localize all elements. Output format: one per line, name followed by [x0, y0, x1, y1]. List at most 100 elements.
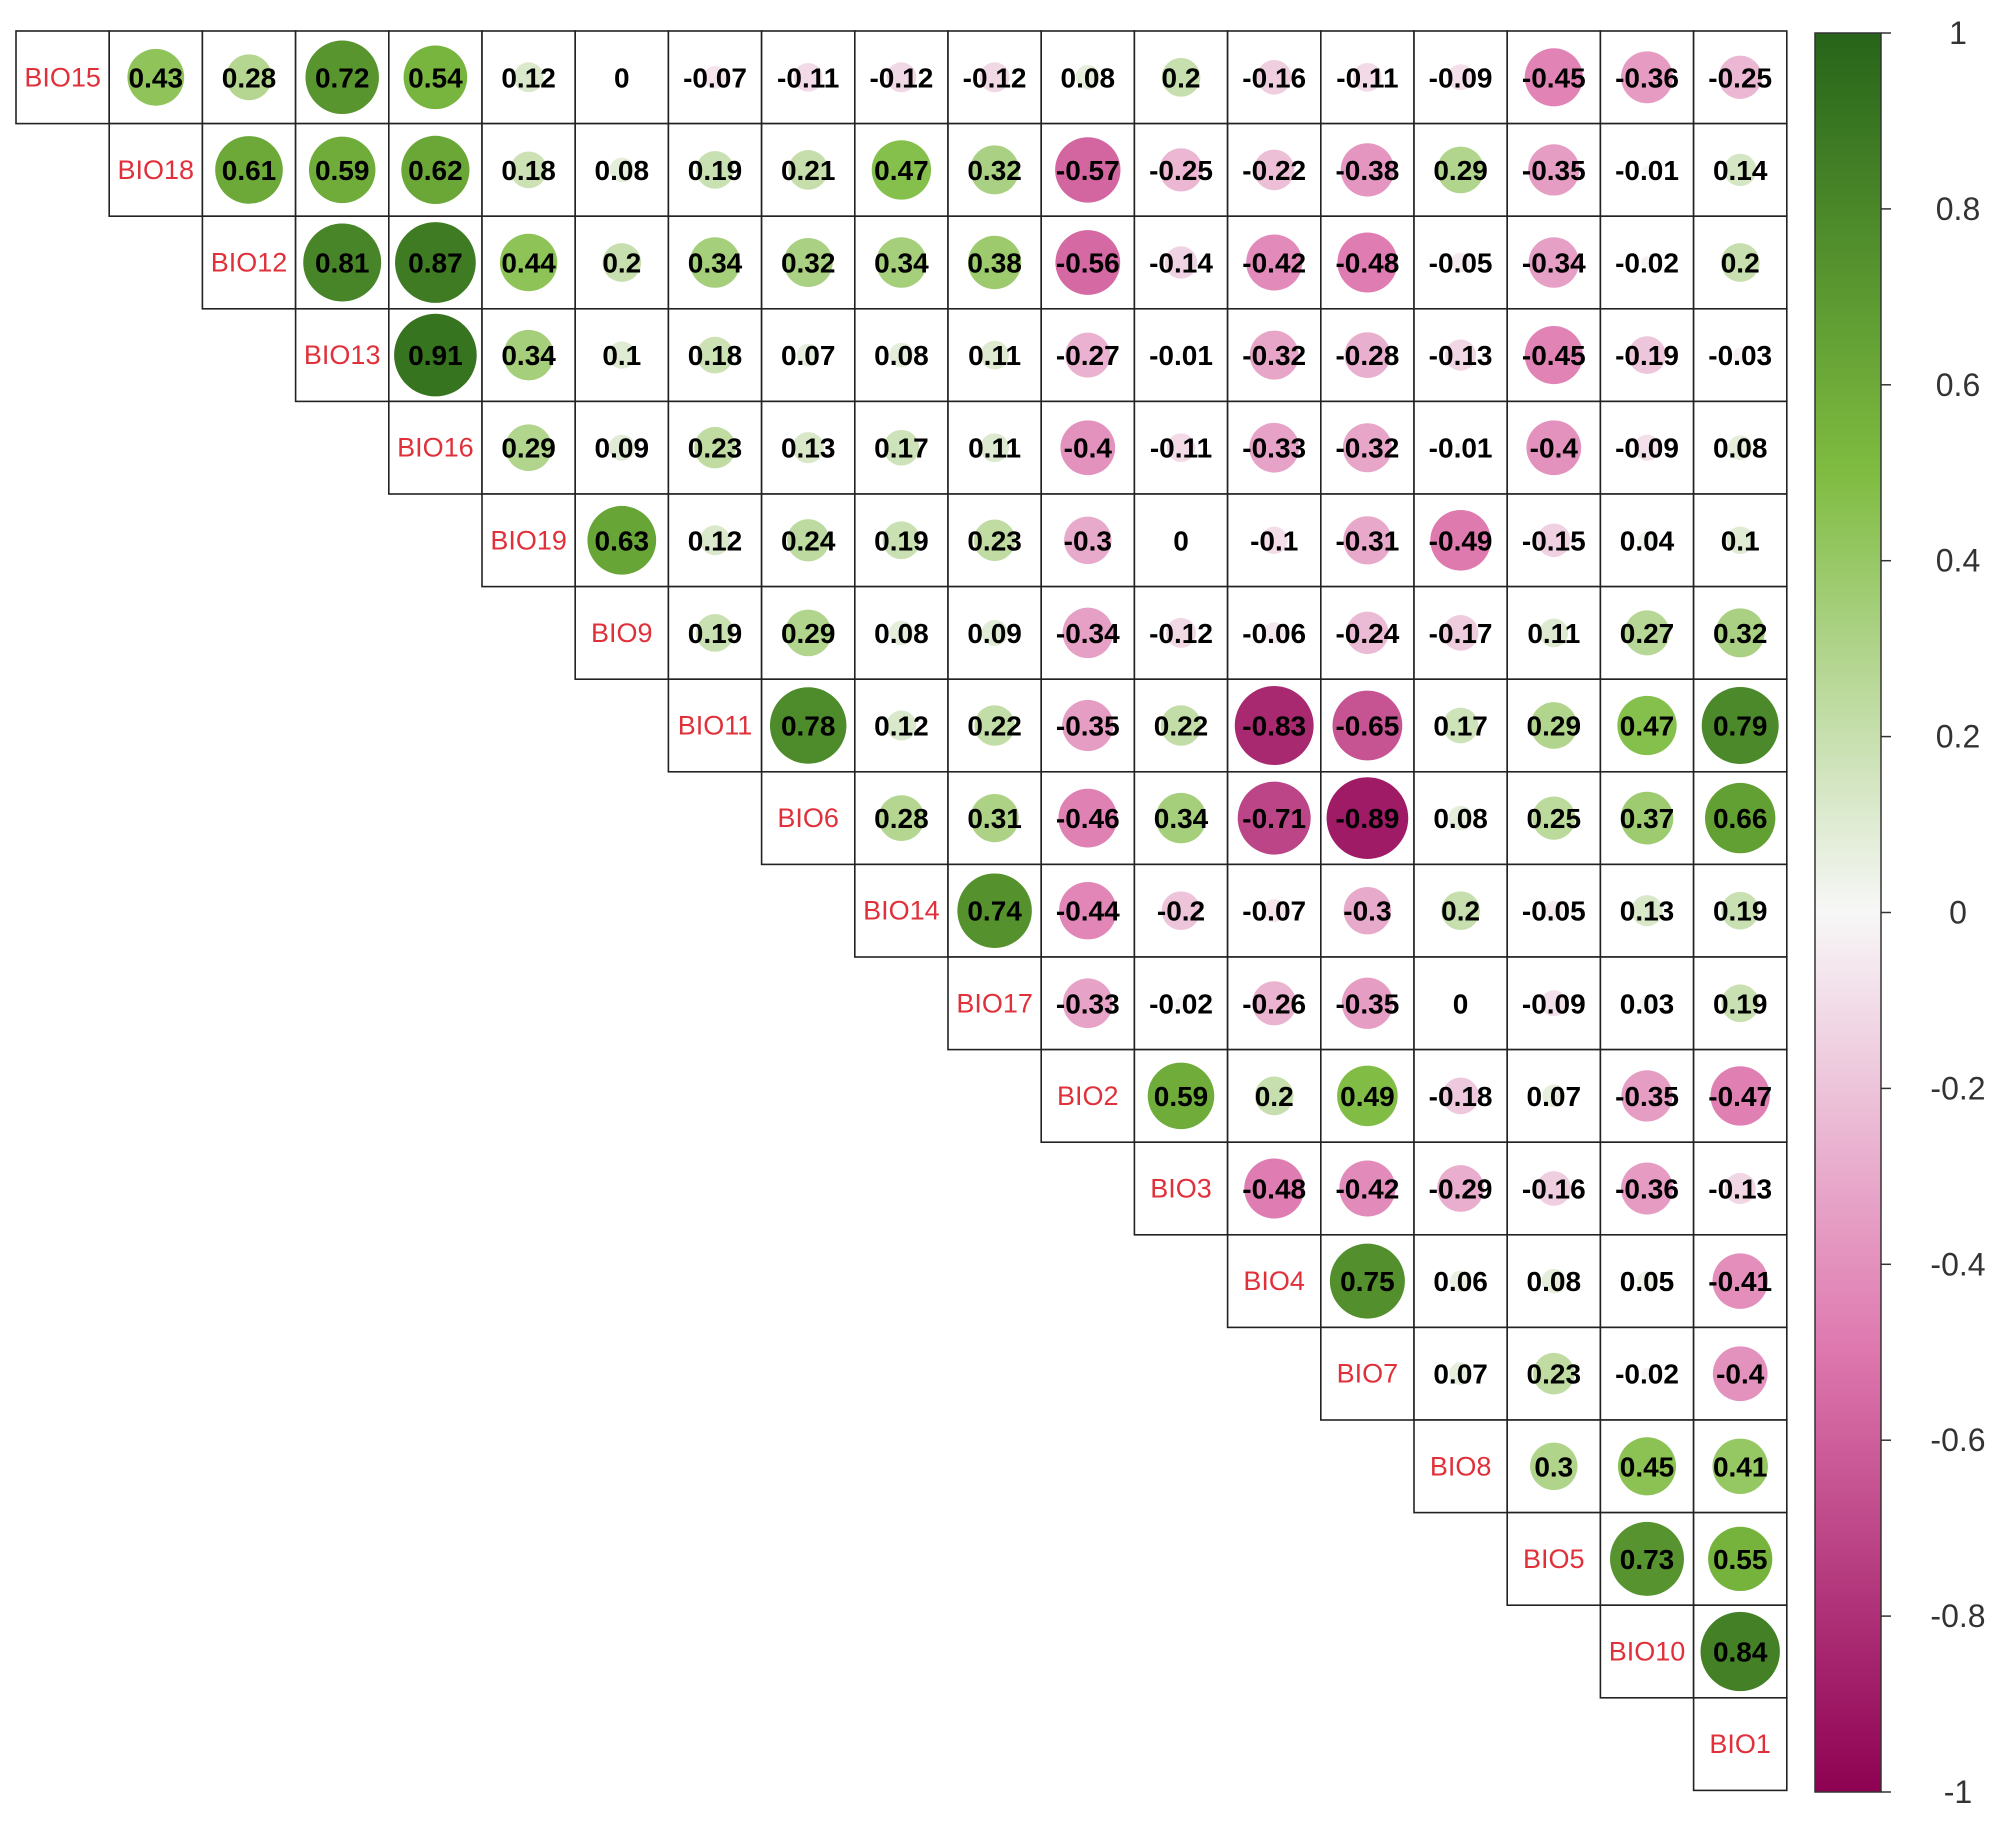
variable-label-bio13: BIO13	[304, 340, 381, 370]
corr-circle-bio7-bio5	[1533, 1352, 1575, 1395]
corr-value-bio13-bio5: -0.45	[1522, 340, 1586, 371]
corr-circle-bio3-bio5	[1536, 1171, 1572, 1206]
corr-circle-bio19-bio2	[1064, 516, 1112, 565]
corr-value-bio3-bio5: -0.16	[1522, 1174, 1586, 1205]
diagonal-cell-bio18	[108, 122, 204, 217]
corr-value-bio15-bio8: -0.09	[1429, 62, 1493, 93]
corr-circle-bio3-bio8	[1437, 1165, 1484, 1212]
corr-circle-bio8-bio1	[1712, 1438, 1768, 1495]
corr-value-bio18-bio5: -0.35	[1522, 155, 1586, 186]
corr-value-bio11-bio1: 0.79	[1713, 711, 1768, 742]
corr-value-bio19-bio9: 0.63	[595, 525, 650, 556]
corr-circle-bio13-bio10	[1628, 336, 1666, 374]
corr-value-bio18-bio11: 0.19	[688, 155, 743, 186]
corr-value-bio17-bio10: 0.03	[1620, 988, 1675, 1019]
corr-value-bio14-bio4: -0.07	[1242, 896, 1306, 927]
corr-value-bio9-bio3: -0.12	[1149, 618, 1213, 649]
corr-circle-bio6-bio3	[1155, 792, 1207, 844]
corr-circle-bio2-bio7	[1337, 1065, 1398, 1127]
corr-circle-bio7-bio8	[1449, 1362, 1473, 1386]
corr-circle-bio14-bio5	[1544, 901, 1564, 921]
colorbar-tick-label: -0.8	[1930, 1598, 1985, 1634]
corr-circle-bio11-bio17	[974, 705, 1015, 746]
corr-value-bio19-bio8: -0.49	[1429, 525, 1493, 556]
corr-circle-bio13-bio5	[1524, 326, 1583, 385]
corr-circle-bio2-bio8	[1442, 1077, 1479, 1115]
corr-value-bio14-bio7: -0.3	[1343, 896, 1391, 927]
corr-circle-bio15-bio6	[793, 62, 823, 92]
diagonal-cell-bio8	[1413, 1419, 1508, 1514]
corr-circle-bio12-bio19	[499, 233, 558, 292]
corr-circle-bio4-bio1	[1712, 1253, 1768, 1309]
corr-circle-bio11-bio6	[769, 687, 847, 764]
corr-value-bio15-bio11: -0.07	[683, 62, 747, 93]
corr-circle-bio13-bio16	[394, 313, 477, 397]
corr-circle-bio6-bio7	[1326, 777, 1409, 859]
corr-value-bio6-bio17: 0.31	[967, 803, 1022, 834]
corr-circle-bio12-bio8	[1450, 252, 1471, 273]
corr-value-bio4-bio5: 0.08	[1527, 1266, 1582, 1297]
variable-label-bio6: BIO6	[777, 803, 839, 833]
corr-value-bio9-bio8: -0.17	[1429, 618, 1493, 649]
colorbar-tick-label: -0.2	[1930, 1070, 1985, 1106]
corr-value-bio13-bio8: -0.13	[1429, 340, 1493, 371]
corr-value-bio19-bio17: 0.23	[967, 525, 1022, 556]
corr-circle-bio12-bio4	[1246, 234, 1303, 291]
corr-circle-bio3-bio1	[1724, 1172, 1756, 1205]
corr-circle-bio6-bio1	[1705, 782, 1776, 854]
corr-value-bio11-bio17: 0.22	[967, 711, 1022, 742]
corr-value-bio14-bio1: 0.19	[1713, 896, 1768, 927]
corr-value-bio13-bio4: -0.32	[1242, 340, 1306, 371]
variable-label-bio17: BIO17	[956, 988, 1033, 1018]
diagonal-cell-bio3	[1133, 1141, 1229, 1236]
corr-value-bio9-bio17: 0.09	[967, 618, 1022, 649]
diagonal-cell-bio11	[667, 678, 763, 773]
corr-value-bio9-bio11: 0.19	[688, 618, 743, 649]
corr-circle-bio18-bio7	[1340, 143, 1395, 197]
corr-value-bio19-bio4: -0.1	[1250, 525, 1298, 556]
corr-circle-bio14-bio8	[1441, 891, 1480, 931]
corr-circle-bio12-bio10	[1640, 256, 1654, 269]
corr-value-bio14-bio3: -0.2	[1157, 896, 1205, 927]
colorbar-gradient	[1814, 32, 1882, 1793]
colorbar-tick-label: 0.8	[1936, 191, 1980, 227]
corr-circle-bio13-bio4	[1249, 330, 1299, 380]
corr-circle-bio15-bio12	[226, 54, 272, 101]
variable-label-bio14: BIO14	[863, 896, 940, 926]
corr-value-bio18-bio6: 0.21	[781, 155, 836, 186]
corr-value-bio12-bio1: 0.2	[1721, 248, 1760, 279]
corr-value-bio17-bio1: 0.19	[1713, 988, 1768, 1019]
corr-circle-bio15-bio10	[1621, 51, 1673, 104]
corr-circle-bio7-bio10	[1640, 1367, 1654, 1380]
variable-label-bio1: BIO1	[1709, 1729, 1771, 1759]
corr-circle-bio9-bio3	[1166, 617, 1196, 648]
corr-value-bio6-bio7: -0.89	[1335, 803, 1399, 834]
variable-label-bio15: BIO15	[24, 62, 101, 92]
corr-value-bio17-bio5: -0.09	[1522, 988, 1586, 1019]
matrix-cells: 0.43 0.28 0.72 0.54 0.12 0 -0.07 -0.11 -0.12 -0.1…	[15, 30, 1788, 1792]
corr-circle-bio11-bio8	[1442, 707, 1479, 744]
corr-value-bio3-bio8: -0.29	[1429, 1174, 1493, 1205]
corr-value-bio12-bio19: 0.44	[501, 248, 556, 279]
corr-circle-bio2-bio5	[1542, 1084, 1566, 1108]
corr-circle-bio9-bio6	[784, 609, 832, 657]
corr-value-bio18-bio3: -0.25	[1149, 155, 1213, 186]
corr-value-bio12-bio2: -0.56	[1056, 248, 1120, 279]
corr-value-bio2-bio3: 0.59	[1154, 1081, 1209, 1112]
corr-value-bio16-bio7: -0.32	[1335, 433, 1399, 464]
corr-value-bio12-bio13: 0.81	[315, 248, 370, 279]
corr-value-bio13-bio10: -0.19	[1615, 340, 1679, 371]
variable-label-bio18: BIO18	[118, 155, 195, 185]
diagonal-cell-bio7	[1320, 1326, 1415, 1421]
corr-value-bio15-bio1: -0.25	[1708, 62, 1772, 93]
corr-value-bio9-bio4: -0.06	[1242, 618, 1306, 649]
corr-value-bio9-bio6: 0.29	[781, 618, 836, 649]
corr-circle-bio17-bio3	[1174, 997, 1188, 1010]
cell-bio15-bio6	[760, 30, 856, 125]
variable-label-bio8: BIO8	[1430, 1451, 1492, 1481]
diagonal-cell-bio17	[947, 956, 1042, 1051]
diagonal-cell-bio4	[1226, 1234, 1322, 1329]
corr-value-bio15-bio4: -0.16	[1242, 62, 1306, 93]
corr-value-bio14-bio5: -0.05	[1522, 896, 1586, 927]
